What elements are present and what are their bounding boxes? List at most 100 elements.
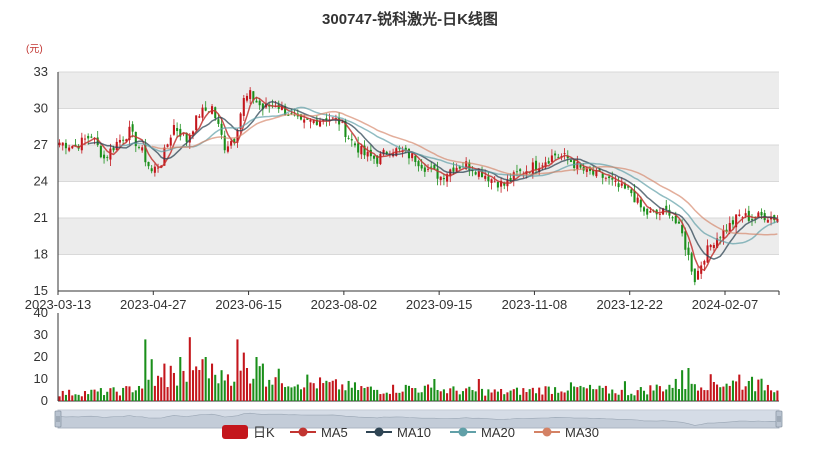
candle-body xyxy=(201,107,204,118)
volume-bar xyxy=(722,386,725,401)
candle-body xyxy=(465,161,468,170)
legend-dot-icon xyxy=(298,427,308,437)
candle-body xyxy=(360,146,363,155)
ma20-line xyxy=(119,106,778,245)
volume-bar xyxy=(538,387,541,401)
candle-body xyxy=(550,155,553,162)
candle-body xyxy=(766,219,769,223)
volume-bar xyxy=(544,386,547,401)
legend-label: 日K xyxy=(253,425,275,440)
volume-bar xyxy=(608,393,611,401)
volume-bar xyxy=(61,390,64,401)
candle-body xyxy=(620,183,623,186)
candle-body xyxy=(588,167,592,172)
candle-body xyxy=(477,169,480,177)
candle-body xyxy=(436,168,439,179)
volume-bar xyxy=(404,384,407,401)
volume-bar xyxy=(563,392,566,401)
volume-bar xyxy=(204,357,207,401)
x-tick-label: 2023-08-02 xyxy=(311,297,378,312)
volume-bar xyxy=(299,389,303,401)
volume-bar xyxy=(64,394,67,401)
candle-body xyxy=(563,153,566,154)
volume-bar xyxy=(134,390,137,401)
volume-bar xyxy=(709,374,712,401)
volume-bar xyxy=(582,387,585,401)
data-zoom-slider[interactable] xyxy=(54,409,783,429)
legend-candle-icon xyxy=(222,425,248,439)
volume-bar xyxy=(712,381,715,401)
volume-bar xyxy=(770,390,773,401)
volume-bar xyxy=(414,388,417,401)
volume-bar xyxy=(687,368,690,401)
volume-bar xyxy=(122,387,125,401)
volume-bar xyxy=(255,357,258,401)
volume-bar xyxy=(392,384,395,401)
volume-bar xyxy=(160,377,163,401)
volume-series xyxy=(58,337,779,401)
zoom-handle-right[interactable] xyxy=(775,410,783,428)
volume-bar xyxy=(261,363,264,401)
candle-body xyxy=(166,144,169,147)
volume-bar xyxy=(395,392,398,401)
legend-dot-icon xyxy=(374,427,384,437)
candle-body xyxy=(439,176,442,181)
volume-bar xyxy=(58,396,61,401)
volume-bar xyxy=(468,386,471,401)
volume-bar xyxy=(290,387,293,401)
candle-body xyxy=(776,219,779,223)
price-tick-label: 18 xyxy=(34,247,48,262)
volume-bar xyxy=(239,370,242,401)
candle-body xyxy=(757,212,760,217)
legend-dot-icon xyxy=(458,427,468,437)
volume-bar xyxy=(223,380,226,401)
volume-tick-label: 0 xyxy=(41,393,48,408)
volume-bar xyxy=(207,378,210,401)
candle-body xyxy=(646,208,649,215)
volume-bar xyxy=(369,386,372,401)
candle-body xyxy=(303,119,306,123)
candle-body xyxy=(198,116,201,118)
volume-bar xyxy=(191,370,195,401)
volume-bar xyxy=(230,385,233,401)
chart-title: 300747-锐科激光-日K线图 xyxy=(322,10,498,28)
volume-bar xyxy=(315,388,318,401)
volume-bar xyxy=(163,363,166,401)
volume-bar xyxy=(674,378,677,401)
volume-bar xyxy=(655,384,658,401)
candlestick-series xyxy=(58,87,779,286)
legend-label: MA30 xyxy=(565,425,599,440)
candle-body xyxy=(735,214,738,228)
volume-bar xyxy=(496,391,499,401)
candle-body xyxy=(163,147,166,166)
price-axis-unit: (元) xyxy=(26,44,43,55)
candle-body xyxy=(284,106,287,115)
candle-body xyxy=(579,164,582,168)
candle-body xyxy=(493,181,496,183)
volume-bar xyxy=(185,381,188,401)
volume-bar xyxy=(131,392,134,401)
volume-bar xyxy=(725,383,728,401)
candle-body xyxy=(106,157,109,158)
candle-body xyxy=(191,131,195,135)
volume-bar xyxy=(347,380,350,401)
volume-bar xyxy=(74,394,77,401)
zoom-handle-left[interactable] xyxy=(54,410,62,428)
volume-bar xyxy=(83,391,87,401)
volume-bar xyxy=(585,388,588,401)
candle-body xyxy=(141,147,144,151)
candle-body xyxy=(373,155,376,159)
volume-bar xyxy=(541,394,544,401)
candle-body xyxy=(153,166,156,173)
volume-bar xyxy=(211,363,214,401)
volume-bar xyxy=(531,387,534,401)
volume-bar xyxy=(137,385,141,401)
legend-label: MA5 xyxy=(321,425,348,440)
candle-body xyxy=(230,141,233,146)
volume-bar xyxy=(716,384,719,401)
candle-body xyxy=(344,120,347,138)
volume-bar xyxy=(420,392,423,401)
candle-body xyxy=(674,215,677,224)
candle-body xyxy=(611,178,614,180)
candle-body xyxy=(649,210,652,213)
